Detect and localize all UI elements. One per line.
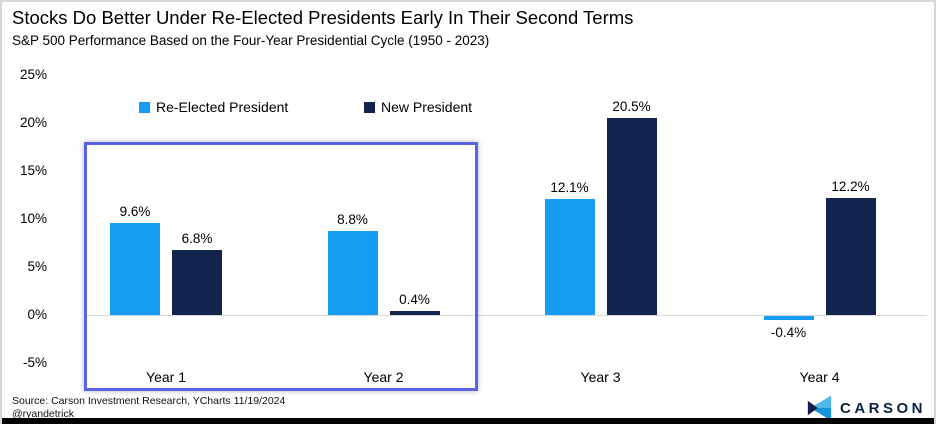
y-axis-tick-label: 15% <box>19 163 47 178</box>
bar-reelected-year-2 <box>327 230 378 315</box>
x-axis-category-label: Year 3 <box>580 369 621 385</box>
carson-logo: CARSON <box>806 394 926 422</box>
bar-value-label: 8.8% <box>337 211 368 227</box>
bar-value-label: 20.5% <box>612 99 651 115</box>
zero-gridline <box>87 315 927 316</box>
y-axis-tick-label: 20% <box>19 115 47 130</box>
bottom-black-bar <box>2 418 934 424</box>
chart-subtitle: S&P 500 Performance Based on the Four-Ye… <box>12 33 490 48</box>
bar-new-president-year-4 <box>825 197 876 315</box>
bar-new-president-year-1 <box>172 249 222 315</box>
chart-title: Stocks Do Better Under Re-Elected Presid… <box>12 7 634 28</box>
y-axis-tick-label: -5% <box>22 355 47 370</box>
y-axis-tick-label: 5% <box>27 259 47 274</box>
bar-new-president-year-3 <box>606 118 657 315</box>
source-line: Source: Carson Investment Research, YCha… <box>12 395 286 407</box>
carson-chevron-icon <box>807 395 832 421</box>
bar-reelected-year-3 <box>544 198 595 315</box>
source-attribution: Source: Carson Investment Research, YCha… <box>12 395 285 421</box>
author-handle: @ryandetrick <box>12 408 75 420</box>
x-axis-category-label: Year 1 <box>146 369 186 385</box>
y-axis-tick-label: 0% <box>27 307 47 322</box>
legend-swatch-new-president <box>364 102 375 113</box>
bar-value-label: 9.6% <box>119 203 151 219</box>
bar-value-label: 12.1% <box>550 179 589 195</box>
bar-value-label: 12.2% <box>831 178 870 194</box>
highlight-box-years-1-2 <box>84 142 478 391</box>
y-axis-tick-label: 10% <box>19 211 47 226</box>
legend-label-reelected: Re-Elected President <box>156 99 289 115</box>
x-axis-category-label: Year 4 <box>799 369 840 385</box>
bar-value-label: 0.4% <box>399 292 430 308</box>
legend-label-new-president: New President <box>381 99 473 115</box>
x-axis-category-label: Year 2 <box>363 369 404 385</box>
bar-value-label: -0.4% <box>770 324 807 340</box>
y-axis-tick-label: 25% <box>19 67 47 82</box>
bar-value-label: 6.8% <box>181 230 213 246</box>
bar-reelected-year-4 <box>763 316 814 320</box>
legend-item-new-president: New President <box>364 99 472 116</box>
carson-wordmark: CARSON <box>839 399 926 417</box>
bar-reelected-year-1 <box>110 222 160 315</box>
legend-swatch-reelected <box>139 102 150 113</box>
legend-item-reelected: Re-Elected President <box>139 99 288 116</box>
bar-new-president-year-2 <box>389 311 440 315</box>
